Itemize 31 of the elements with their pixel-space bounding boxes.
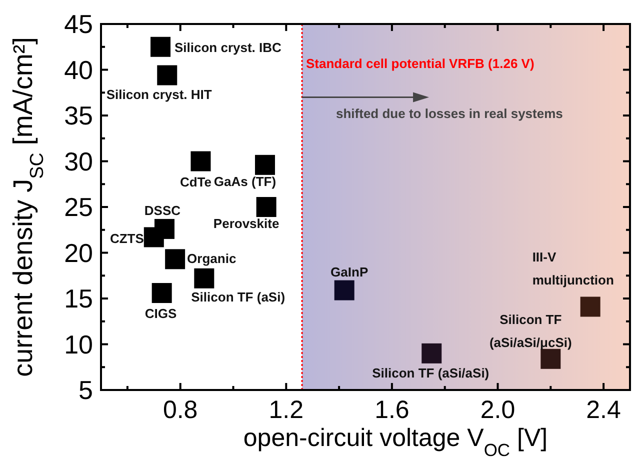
annotation: Organic — [187, 251, 236, 266]
x-tick-label: 1.2 — [268, 396, 304, 424]
y-tick-label: 45 — [64, 9, 93, 39]
annotation: CdTe — [180, 174, 212, 190]
ref-line-label: Standard cell potential VRFB (1.26 V) — [306, 56, 534, 71]
x-tick-label: 2.4 — [586, 396, 622, 424]
annotation: GaInP — [330, 264, 368, 280]
y-tick-label: 15 — [64, 284, 93, 314]
annotation: III-V multijunction — [532, 250, 614, 288]
annotation: GaAs (TF) — [214, 174, 276, 189]
y-tick-label: 25 — [64, 192, 93, 222]
annotation: Silicon cryst. IBC — [174, 40, 282, 55]
annotation: CIGS — [144, 306, 178, 322]
annotation: Silicon TF (aSi/aSi/μcSi) — [489, 312, 572, 350]
annotation: CZTS — [110, 231, 144, 246]
annotation: DSSC — [144, 202, 182, 218]
annotation: shifted due to losses in real systems — [336, 106, 563, 122]
y-tick-label: 30 — [64, 146, 93, 176]
x-tick-label: 2.0 — [480, 396, 516, 424]
y-tick-label: 10 — [64, 329, 93, 360]
y-tick-label: 5 — [78, 375, 93, 405]
y-tick-label: 40 — [64, 54, 93, 85]
annotation: Silicon TF (aSi/aSi) — [372, 365, 490, 380]
x-tick-label: 0.8 — [162, 396, 198, 424]
y-tick-label: 20 — [64, 238, 93, 268]
y-tick-label: 35 — [64, 100, 93, 130]
x-axis-title: open-circuit voltage V$_{OC}$ [V] — [243, 424, 548, 460]
annotation: Silicon TF (aSi) — [191, 289, 286, 304]
x-tick-label: 1.6 — [374, 396, 410, 424]
annotation: Perovskite — [213, 216, 280, 231]
annotation: Silicon cryst. HIT — [106, 87, 212, 102]
